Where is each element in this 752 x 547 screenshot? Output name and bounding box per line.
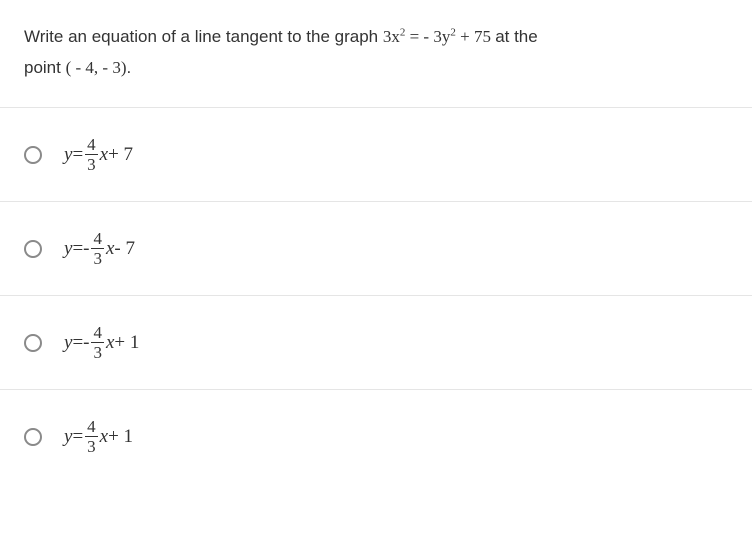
opt-fraction: 43 <box>85 136 98 173</box>
eq-rhs-coef: 3 <box>433 27 442 46</box>
opt-tail: - 7 <box>114 238 135 260</box>
opt-tail: + 1 <box>108 426 133 448</box>
opt-den: 3 <box>91 250 104 267</box>
question-point: ( - 4, - 3) <box>66 58 127 77</box>
radio-icon[interactable] <box>24 240 42 258</box>
opt-num: 4 <box>85 136 98 153</box>
opt-y: y <box>64 332 72 354</box>
option-equation: y = - 43x + 1 <box>64 324 139 361</box>
question-text-line2-after: . <box>127 58 132 77</box>
eq-rhs-sign: - <box>423 27 433 46</box>
option-3[interactable]: y = - 43x + 1 <box>0 296 752 390</box>
opt-den: 3 <box>85 438 98 455</box>
option-equation: y = 43x + 1 <box>64 418 133 455</box>
opt-den: 3 <box>85 156 98 173</box>
option-1[interactable]: y = 43x + 7 <box>0 108 752 202</box>
eq-lhs-var: x <box>391 27 400 46</box>
opt-tail: + 7 <box>108 144 133 166</box>
opt-x: x <box>100 144 108 166</box>
opt-y: y <box>64 238 72 260</box>
options-list: y = 43x + 7 y = - 43x - 7 y = - 43x + 1 … <box>0 108 752 483</box>
opt-sign: - <box>83 238 89 260</box>
opt-eq: = <box>72 426 83 448</box>
opt-fraction: 43 <box>91 324 104 361</box>
opt-y: y <box>64 426 72 448</box>
opt-x: x <box>106 332 114 354</box>
eq-equals: = <box>405 27 423 46</box>
opt-tail: + 1 <box>114 332 139 354</box>
radio-icon[interactable] <box>24 428 42 446</box>
radio-icon[interactable] <box>24 146 42 164</box>
eq-rhs-plus: + <box>456 27 474 46</box>
question-text-before: Write an equation of a line tangent to t… <box>24 27 383 46</box>
option-equation: y = - 43x - 7 <box>64 230 135 267</box>
question-text-line2-before: point <box>24 58 66 77</box>
radio-icon[interactable] <box>24 334 42 352</box>
opt-y: y <box>64 144 72 166</box>
opt-fraction: 43 <box>85 418 98 455</box>
opt-eq: = <box>72 238 83 260</box>
option-4[interactable]: y = 43x + 1 <box>0 390 752 483</box>
question-equation: 3x2 = - 3y2 + 75 <box>383 27 495 46</box>
question-text-after1: at the <box>495 27 538 46</box>
opt-x: x <box>106 238 114 260</box>
question-block: Write an equation of a line tangent to t… <box>0 0 752 108</box>
opt-num: 4 <box>85 418 98 435</box>
eq-rhs-const: 75 <box>474 27 491 46</box>
option-2[interactable]: y = - 43x - 7 <box>0 202 752 296</box>
option-equation: y = 43x + 7 <box>64 136 133 173</box>
opt-eq: = <box>72 144 83 166</box>
opt-num: 4 <box>91 324 104 341</box>
opt-num: 4 <box>91 230 104 247</box>
opt-fraction: 43 <box>91 230 104 267</box>
opt-den: 3 <box>91 344 104 361</box>
opt-sign: - <box>83 332 89 354</box>
opt-x: x <box>100 426 108 448</box>
opt-eq: = <box>72 332 83 354</box>
